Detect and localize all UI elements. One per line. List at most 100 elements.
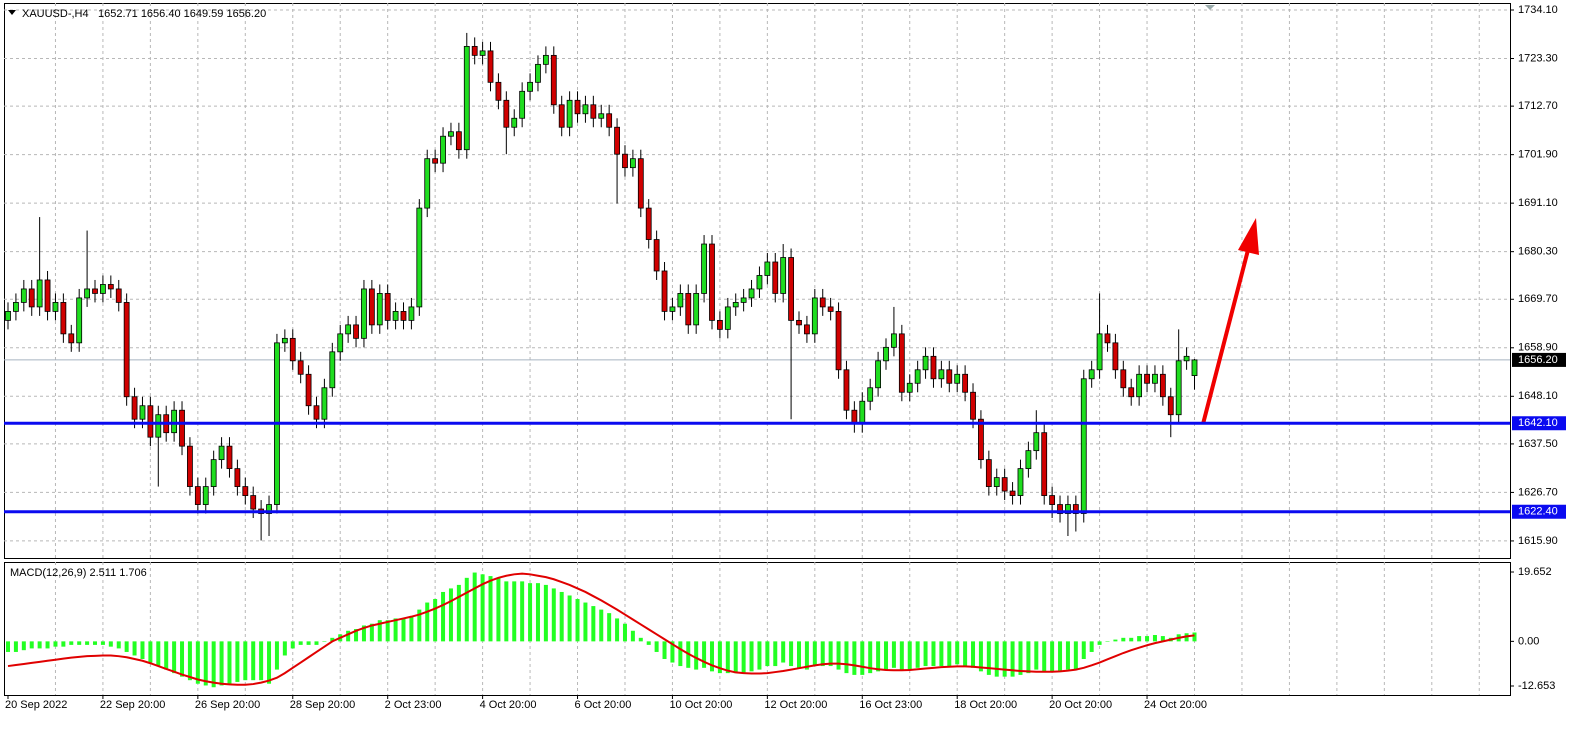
macd-bar: [591, 606, 596, 642]
candle-body: [622, 153, 628, 169]
candle-body: [463, 45, 470, 151]
macd-bar: [504, 581, 509, 642]
candle-body: [732, 302, 739, 308]
candle-body: [542, 54, 549, 65]
candle-body: [52, 302, 59, 312]
candle-body: [677, 293, 684, 308]
shift-marker: [1205, 5, 1215, 10]
macd-bar: [100, 641, 105, 645]
candle-body: [242, 486, 249, 496]
price-panel: [4, 3, 1511, 559]
macd-bar: [108, 641, 113, 647]
macd-bar: [662, 641, 667, 660]
macd-bar: [575, 599, 580, 642]
macd-bar: [884, 641, 889, 670]
macd-bar: [947, 641, 952, 667]
candle-body: [891, 333, 897, 348]
candle-body: [1049, 495, 1056, 505]
candle-body: [558, 104, 565, 128]
macd-bar: [654, 641, 659, 652]
candle-body: [92, 288, 98, 294]
candle-body: [1175, 360, 1182, 416]
macd-bar: [314, 641, 319, 645]
macd-bar: [116, 641, 121, 649]
candle-body: [266, 504, 272, 514]
candle-body: [1017, 468, 1024, 496]
macd-bar: [891, 641, 896, 668]
symbol: XAUUSD-,H4: [22, 8, 89, 20]
macd-bar: [393, 618, 398, 642]
candle-body: [384, 293, 391, 321]
candle-body: [685, 293, 692, 326]
candle-body: [107, 284, 114, 290]
macd-bar: [369, 623, 374, 642]
macd-bar: [180, 641, 185, 677]
candle-body: [851, 409, 858, 425]
candle-body: [432, 158, 439, 164]
macd-bar: [290, 641, 295, 649]
macd-bar: [1160, 636, 1165, 642]
candle-body: [1080, 378, 1087, 514]
last-price-box: [1512, 352, 1566, 367]
candle-body: [234, 468, 241, 487]
candle-body: [1120, 369, 1127, 389]
candle-body: [147, 405, 154, 438]
macd-bar: [583, 602, 588, 642]
macd-bar: [385, 620, 390, 642]
candle-body: [922, 355, 929, 371]
macd-bar: [346, 630, 351, 642]
ohlc: 1652.71 1656.40 1649.59 1656.20: [98, 8, 266, 20]
x-tick-label: 12 Oct 20:00: [764, 699, 827, 711]
macd-bar: [646, 641, 651, 645]
candle-body: [1025, 450, 1032, 470]
macd-bar: [45, 641, 50, 649]
candle-body: [804, 324, 810, 335]
macd-bar: [923, 641, 928, 667]
candle-body: [250, 495, 257, 510]
candle-body: [305, 373, 312, 407]
candle-body: [645, 207, 652, 240]
candle-body: [313, 405, 320, 420]
candle-body: [1112, 342, 1119, 371]
candle-body: [20, 288, 27, 303]
candle-body: [1065, 504, 1071, 514]
candle-body: [495, 81, 502, 101]
candle-body: [100, 284, 106, 294]
macd-bar: [994, 641, 999, 677]
macd-bar: [1050, 641, 1055, 672]
macd-bar: [1192, 632, 1197, 642]
candle-body: [84, 288, 90, 299]
candle-body: [883, 346, 889, 362]
macd-bar: [148, 641, 153, 663]
h-level-label: 1642.10: [1518, 417, 1558, 429]
candle-body: [875, 360, 881, 389]
macd-bar: [37, 641, 42, 649]
macd-bar: [6, 641, 10, 652]
macd-bar: [789, 641, 794, 667]
arrow-shaft: [1201, 249, 1250, 425]
macd-bar: [543, 584, 548, 642]
last-price-label: 1656.20: [1518, 354, 1558, 366]
macd-bar: [622, 623, 627, 642]
menu-arrow[interactable]: [8, 10, 16, 15]
candle-body: [416, 207, 423, 308]
macd-bar: [77, 641, 82, 645]
y-tick-label: 1701.90: [1518, 149, 1558, 161]
macd-bar: [820, 641, 825, 667]
macd-bar: [441, 591, 446, 642]
y-tick-label: 1691.10: [1518, 197, 1558, 209]
candle-body: [1183, 355, 1190, 362]
candle-body: [424, 158, 431, 209]
candle-body: [1104, 333, 1111, 344]
candle-body: [76, 297, 83, 344]
candle-body: [914, 369, 921, 384]
macd-bar: [409, 616, 414, 642]
macd-bar: [156, 641, 161, 667]
candle-body: [440, 135, 446, 164]
x-tick-label: 28 Sep 20:00: [290, 699, 355, 711]
candle-body: [194, 486, 201, 505]
candle-body: [1128, 387, 1135, 398]
x-tick-label: 2 Oct 23:00: [385, 699, 442, 711]
candle-body: [898, 333, 905, 393]
